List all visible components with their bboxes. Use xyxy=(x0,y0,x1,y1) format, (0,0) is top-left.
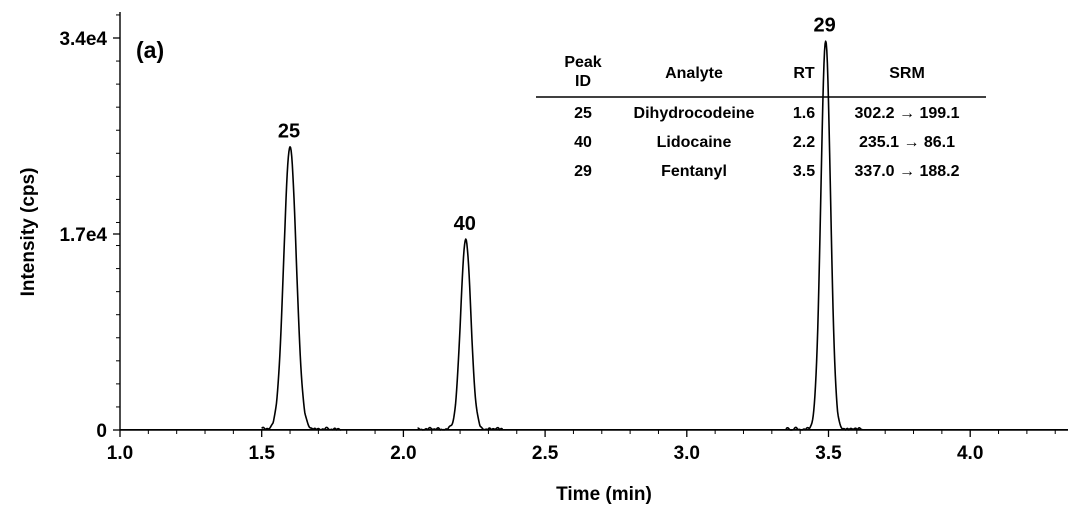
table-cell: 40 xyxy=(574,134,592,151)
table-header: Analyte xyxy=(665,65,723,82)
table-cell: 25 xyxy=(574,105,592,122)
table-cell: Lidocaine xyxy=(657,134,732,151)
table-header: Peak xyxy=(564,54,601,71)
compound-table: Peak ID Analyte RT SRM 25 Dihydrocodeine 1.6 302… xyxy=(536,54,986,180)
y-tick-label: 3.4e4 xyxy=(59,29,107,50)
x-tick-label: 3.0 xyxy=(674,443,700,464)
table-cell: 2.2 xyxy=(793,134,815,151)
chromatogram-trace-segment xyxy=(261,146,342,431)
peak-label: 40 xyxy=(454,213,476,235)
table-header: ID xyxy=(575,73,591,90)
x-tick-label: 3.5 xyxy=(815,443,842,464)
table-cell: 337.0 → 188.2 xyxy=(855,163,960,180)
y-tick-label: 1.7e4 xyxy=(59,225,107,246)
y-tick-label: 0 xyxy=(96,421,107,442)
x-tick-label: 2.5 xyxy=(532,443,559,464)
x-tick-label: 1.0 xyxy=(107,443,133,464)
table-cell: 3.5 xyxy=(793,163,815,180)
x-tick-label: 4.0 xyxy=(957,443,983,464)
table-cell: Dihydrocodeine xyxy=(634,105,755,122)
peak-label: 25 xyxy=(278,121,300,143)
labels: (a) Time (min) Intensity (cps) 25 40 29 xyxy=(18,14,836,505)
y-axis-title: Intensity (cps) xyxy=(18,168,39,297)
panel-label: (a) xyxy=(136,37,164,63)
chromatogram-trace-segment xyxy=(785,40,863,431)
trace-layer xyxy=(120,40,1068,431)
table-cell: 302.2 → 199.1 xyxy=(855,105,960,122)
x-axis-title: Time (min) xyxy=(556,484,652,505)
table-cell: 235.1 → 86.1 xyxy=(859,134,955,151)
peak-label: 29 xyxy=(814,14,836,36)
x-tick-label: 1.5 xyxy=(248,443,275,464)
x-tick-label: 2.0 xyxy=(390,443,416,464)
table-header: SRM xyxy=(889,65,925,82)
chromatogram-trace-segment xyxy=(417,238,504,431)
table-cell: 1.6 xyxy=(793,105,815,122)
table-cell: 29 xyxy=(574,163,592,180)
table-header: RT xyxy=(793,65,815,82)
table-cell: Fentanyl xyxy=(661,163,727,180)
